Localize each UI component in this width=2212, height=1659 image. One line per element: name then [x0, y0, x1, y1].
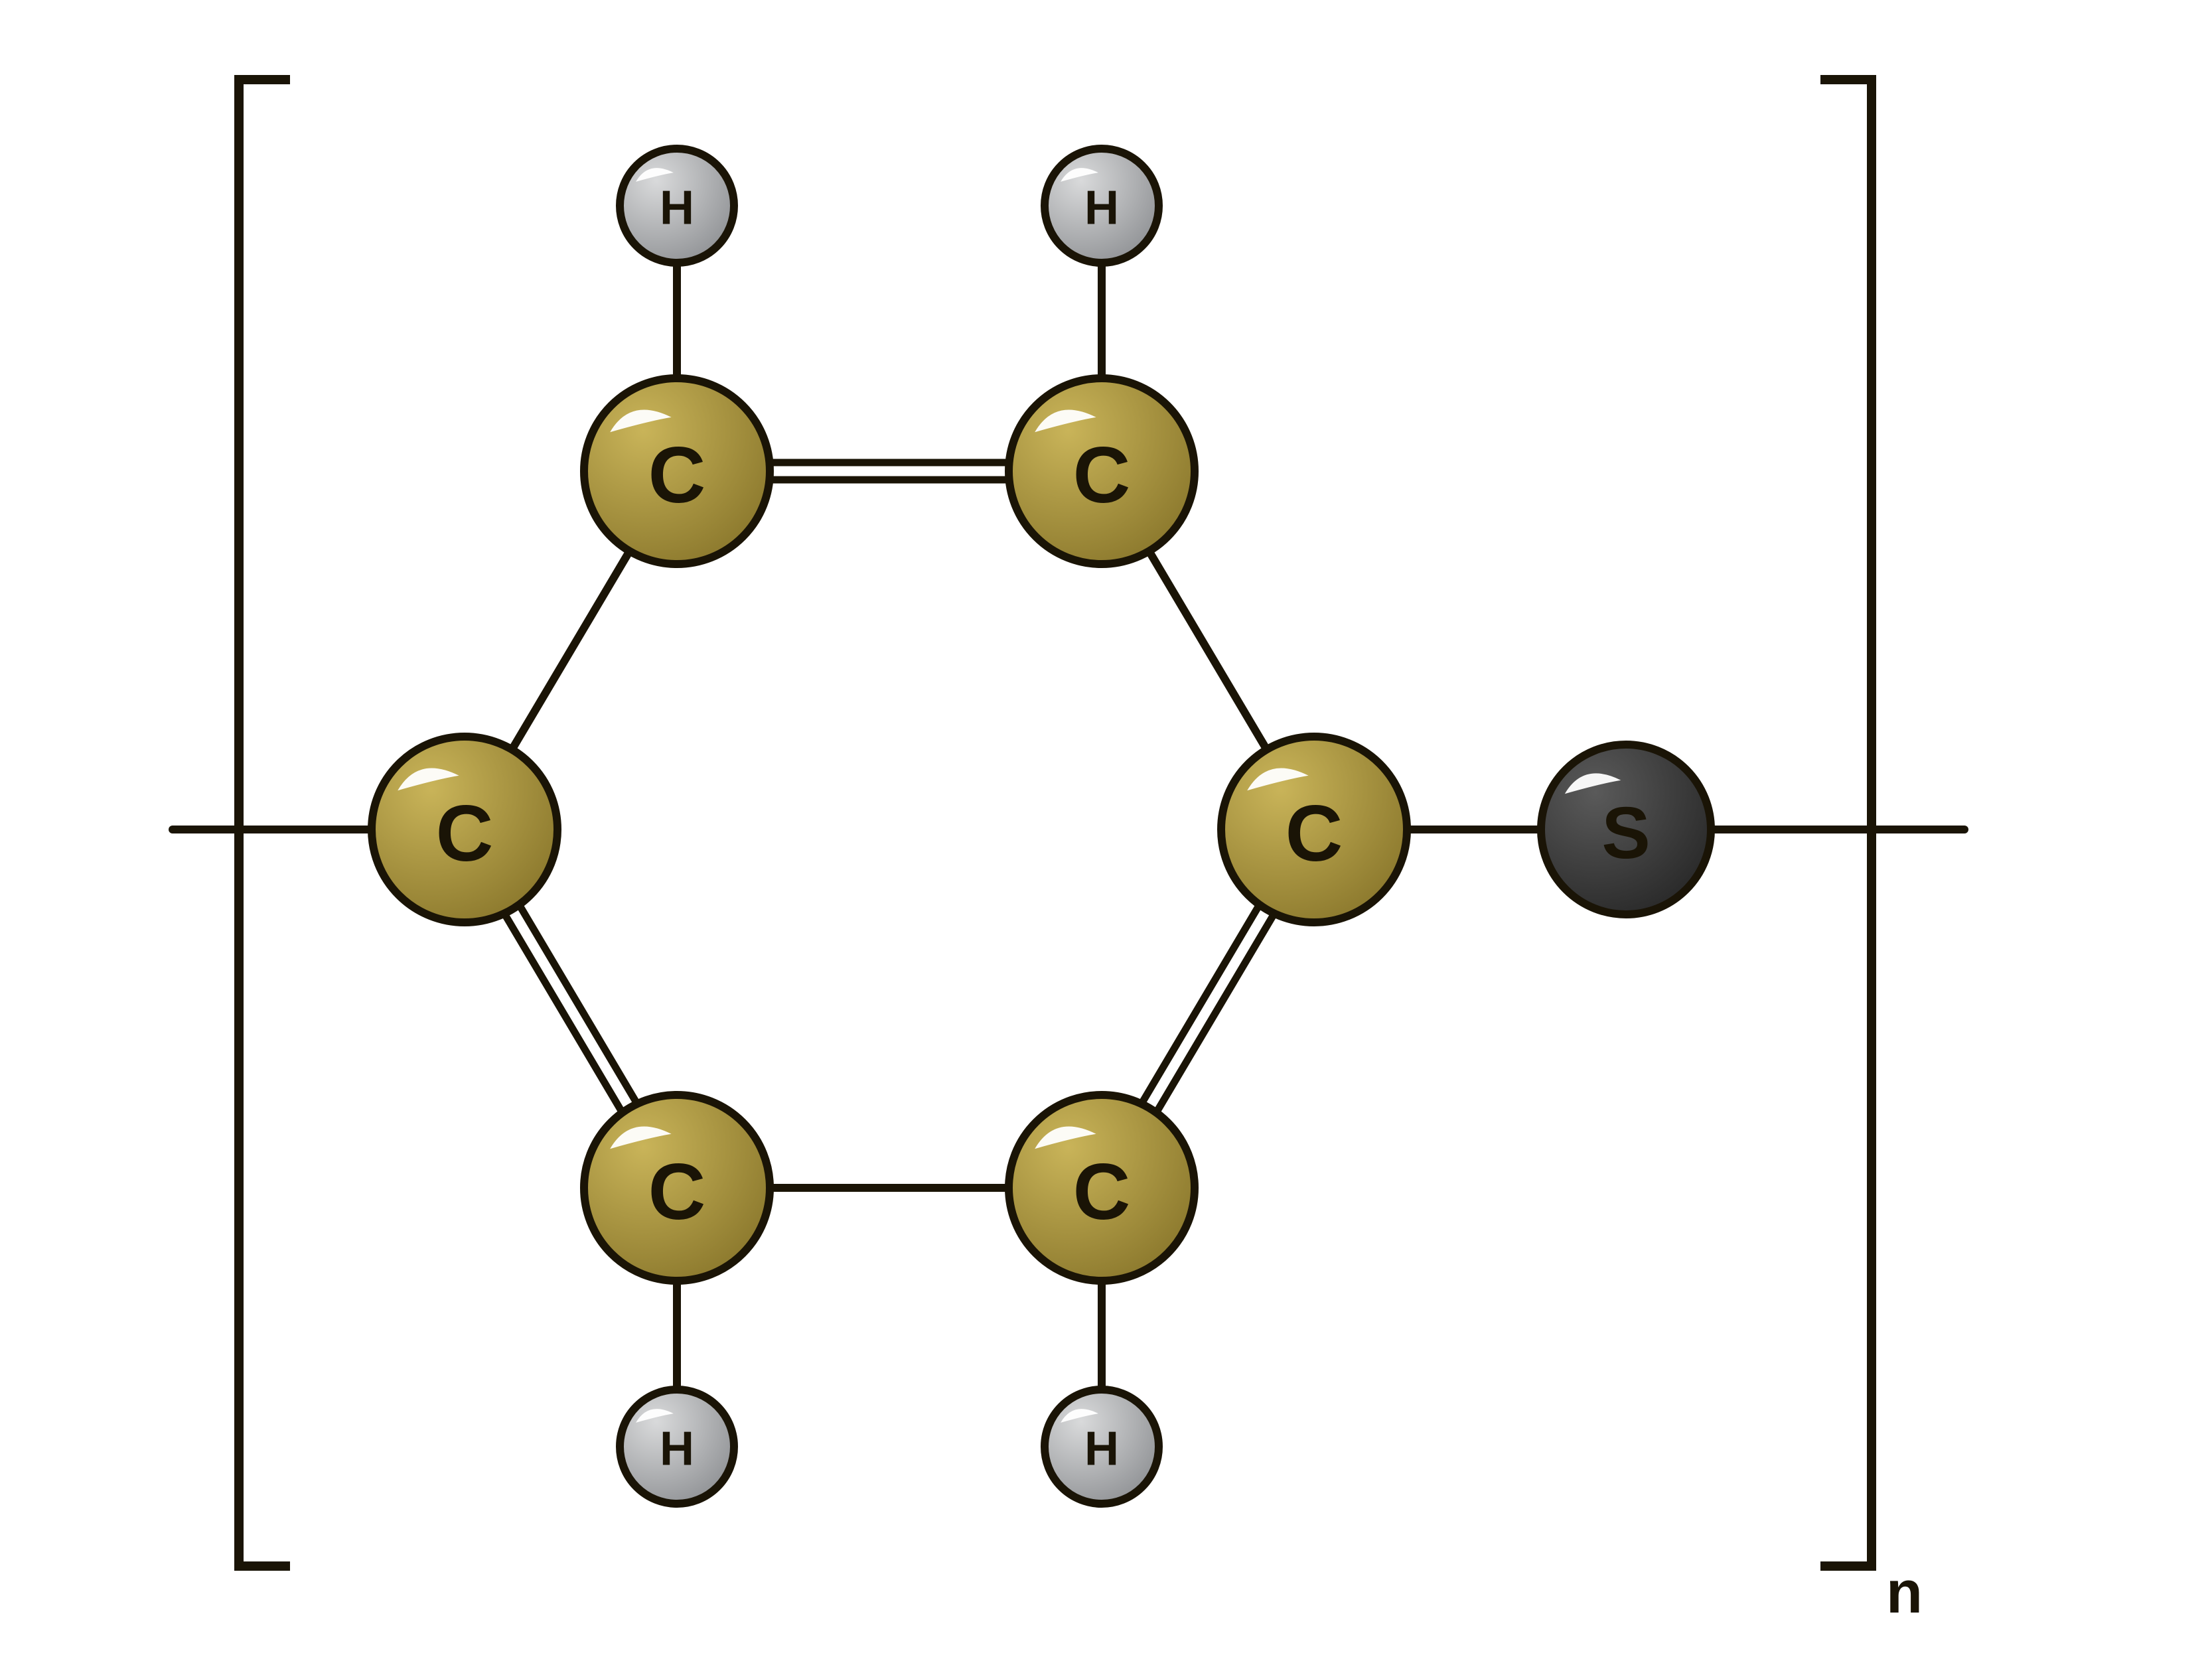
bond	[520, 905, 637, 1104]
atom-hydrogen: H	[620, 1390, 734, 1504]
atom-carbon: C	[372, 737, 557, 922]
repeat-subscript: n	[1886, 1559, 1923, 1626]
atom-carbon: C	[1009, 1095, 1195, 1281]
bond	[1142, 905, 1259, 1104]
atom-carbon: C	[1221, 737, 1407, 922]
bracket-left	[239, 80, 285, 1566]
bond	[512, 551, 629, 749]
bond	[1157, 914, 1274, 1112]
bracket-right	[1825, 80, 1872, 1566]
bond	[1149, 551, 1266, 749]
atom-hydrogen: H	[620, 149, 734, 263]
atom-carbon: C	[584, 1095, 770, 1281]
atom-carbon: C	[584, 378, 770, 564]
atom-carbon: C	[1009, 378, 1195, 564]
polymer-structure-diagram: CCCCCCSHHHH n	[0, 0, 2212, 1659]
atom-hydrogen: H	[1045, 149, 1159, 263]
atom-hydrogen: H	[1045, 1390, 1159, 1504]
atom-sulfur: S	[1541, 745, 1711, 914]
bond	[504, 914, 622, 1112]
